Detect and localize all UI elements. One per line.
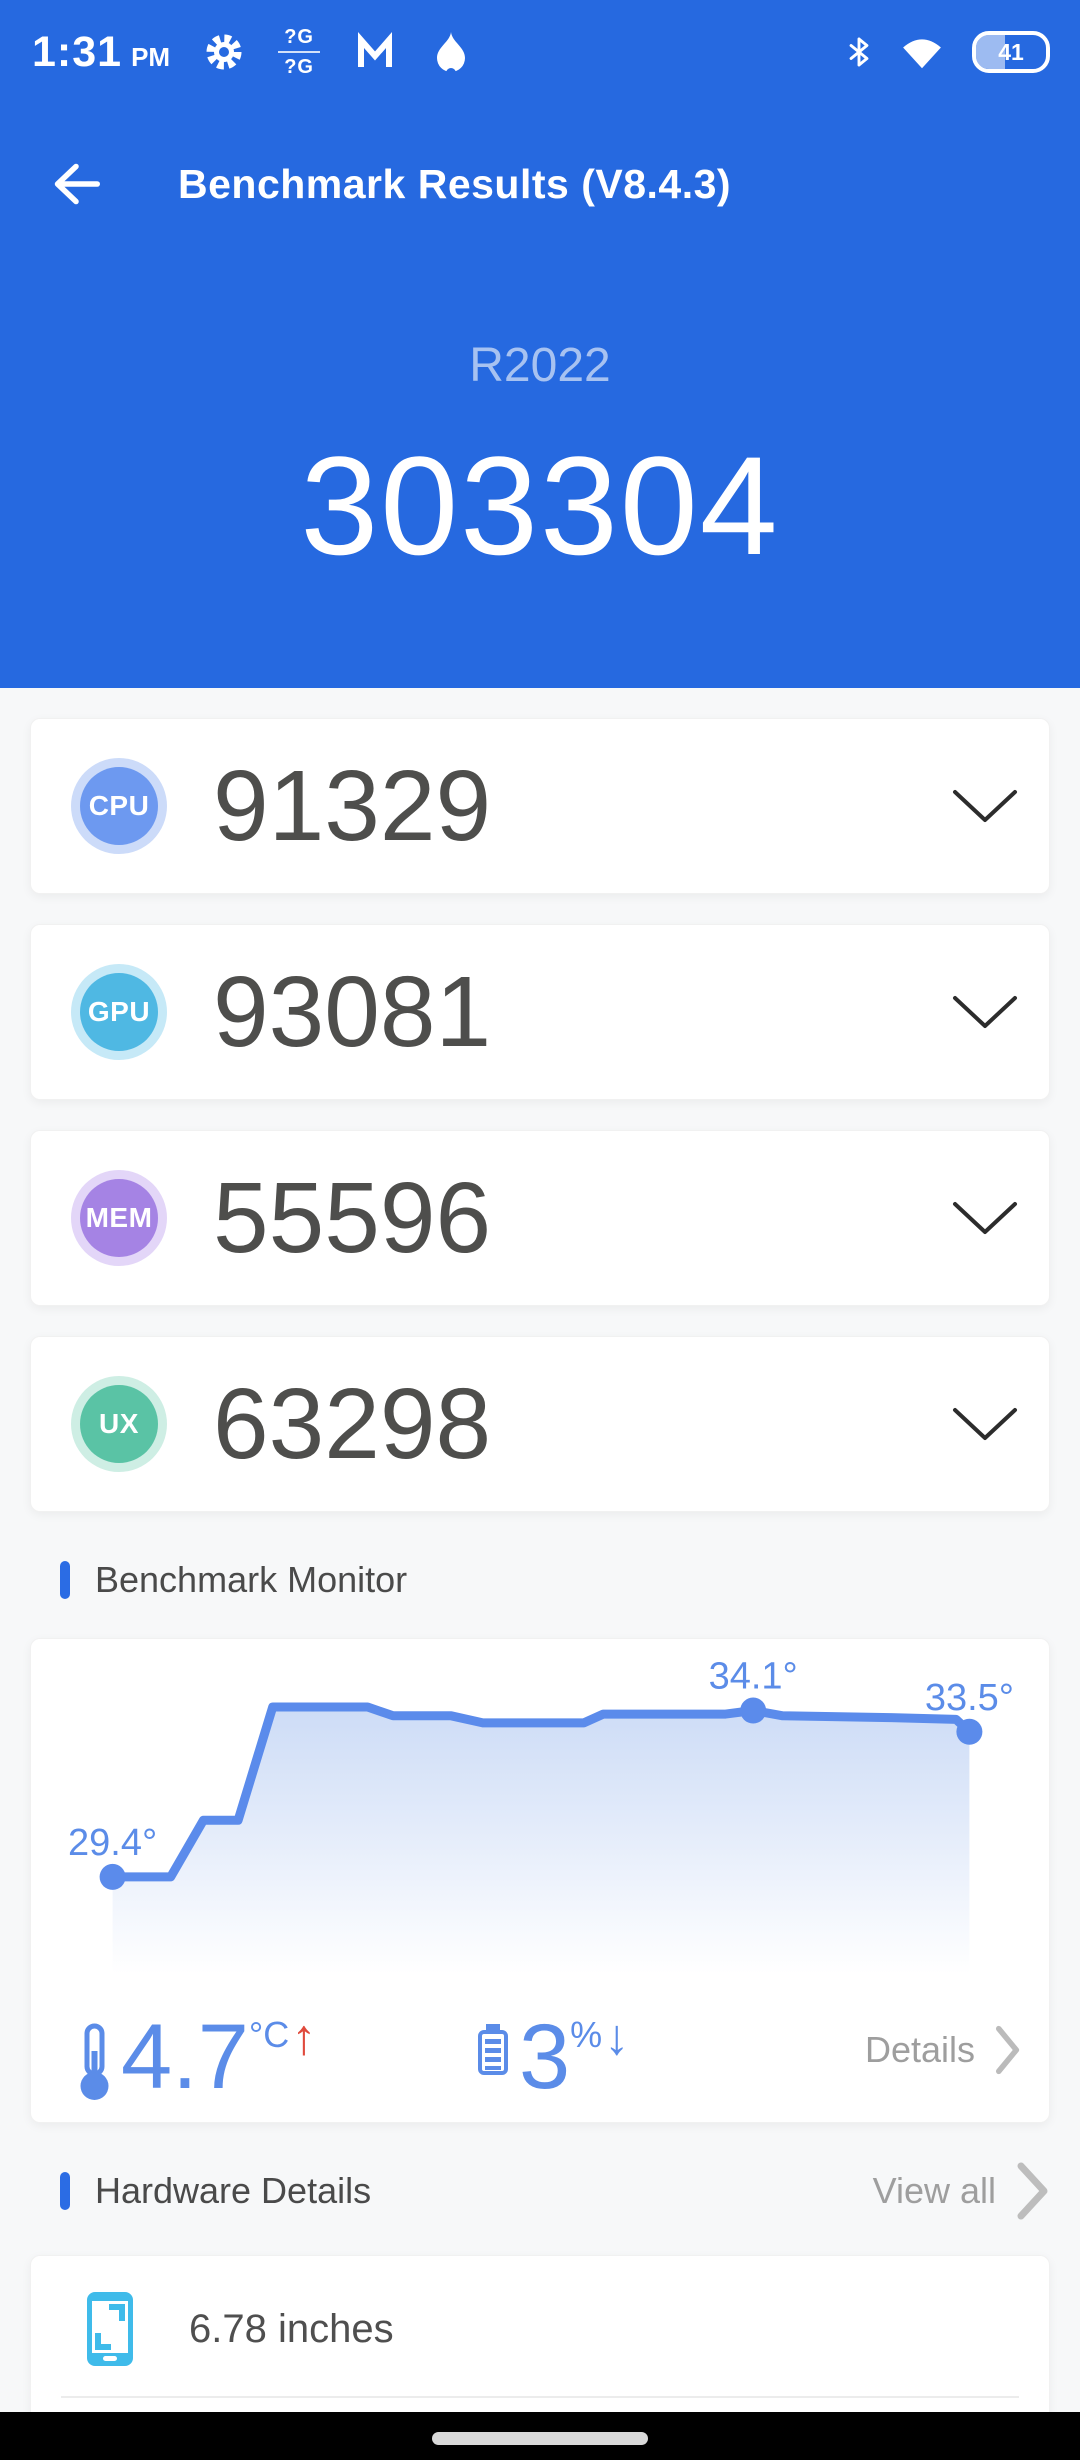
page-title: Benchmark Results (V8.4.3) — [178, 160, 732, 207]
hardware-details-title: Hardware Details — [95, 2170, 372, 2211]
view-all-link[interactable]: View all — [873, 2161, 1050, 2221]
chevron-down-icon[interactable] — [949, 1404, 1021, 1444]
details-link[interactable]: Details — [865, 2025, 1021, 2075]
battery-icon: 41 — [972, 31, 1050, 73]
temperature-trend-icon: ↑ — [291, 2009, 317, 2065]
chevron-right-icon — [1017, 2162, 1048, 2220]
battery-unit: % — [570, 2014, 603, 2055]
details-label: Details — [864, 2029, 975, 2070]
battery-trend-icon: ↓ — [604, 2009, 630, 2065]
total-score: 303304 — [300, 427, 780, 584]
total-score-block: R2022 303304 — [0, 342, 1080, 576]
view-all-label: View all — [872, 2170, 996, 2211]
chevron-down-icon[interactable] — [949, 1198, 1021, 1238]
temperature-unit: °C — [248, 2014, 290, 2055]
cpu-badge: CPU — [80, 767, 158, 845]
svg-text:34.1°: 34.1° — [709, 1656, 798, 1698]
score-card-ux[interactable]: UX 63298 — [30, 1336, 1050, 1512]
hardware-item-screen-size: 6.78 inches — [31, 2256, 1049, 2366]
benchmark-monitor-header: Benchmark Monitor — [60, 1558, 1050, 1602]
battery-fill-level — [976, 35, 1005, 69]
status-meridiem: PM — [131, 41, 171, 72]
app-bar: Benchmark Results (V8.4.3) — [0, 134, 1080, 234]
device-label: R2022 — [469, 339, 611, 392]
wifi-icon — [903, 39, 941, 69]
chevron-down-icon[interactable] — [949, 786, 1021, 826]
thermometer-icon — [80, 2023, 109, 2100]
back-button[interactable] — [52, 161, 100, 207]
status-bar-right: 41 — [846, 31, 1050, 73]
benchmark-monitor-title: Benchmark Monitor — [95, 1559, 408, 1600]
network-type-sim1: ?G — [284, 26, 314, 48]
svg-text:33.5°: 33.5° — [925, 1677, 1014, 1719]
gesture-nav-bar — [0, 2412, 1080, 2460]
chevron-down-icon[interactable] — [949, 992, 1021, 1032]
mem-badge: MEM — [80, 1179, 158, 1257]
cpu-score: 91329 — [213, 750, 492, 862]
temperature-chart: 29.4° 34.1° 33.5° — [68, 1656, 1014, 1977]
score-card-gpu[interactable]: GPU 93081 — [30, 924, 1050, 1100]
gpu-badge: GPU — [80, 973, 158, 1051]
header: 1:31 PM ?G ?G — [0, 0, 1080, 688]
battery-percent-text: 41 — [998, 38, 1024, 65]
section-accent-bar — [60, 2172, 70, 2210]
bluetooth-icon — [849, 37, 869, 67]
benchmark-monitor-card: 29.4° 34.1° 33.5° 4.7 °C ↑ — [30, 1638, 1050, 2123]
svg-text:29.4°: 29.4° — [68, 1822, 157, 1864]
status-bar-left: 1:31 PM ?G ?G — [32, 27, 472, 77]
score-card-cpu[interactable]: CPU 91329 — [30, 718, 1050, 894]
ux-badge: UX — [80, 1385, 158, 1463]
status-time: 1:31 — [32, 27, 123, 76]
section-accent-bar — [60, 1561, 70, 1599]
home-indicator[interactable] — [432, 2432, 648, 2445]
flame-icon — [437, 32, 466, 74]
clock: 1:31 PM — [32, 28, 170, 77]
network-type-sim2: ?G — [284, 56, 314, 78]
monitor-stats-row: 4.7 °C ↑ 3 — [31, 2006, 1049, 2115]
screen-size-value: 6.78 inches — [189, 2306, 394, 2351]
score-card-mem[interactable]: MEM 55596 — [30, 1130, 1050, 1306]
battery-drop-value: 3 — [519, 2006, 571, 2108]
temperature-unit-row: °C ↑ — [248, 2009, 317, 2065]
chevron-right-icon — [995, 2025, 1020, 2075]
ux-score: 63298 — [213, 1368, 492, 1480]
divider — [61, 2396, 1019, 2398]
gmail-icon — [358, 32, 393, 67]
battery-stat-icon — [478, 2024, 508, 2075]
temperature-rise-stat: 4.7 °C ↑ — [75, 2006, 317, 2108]
battery-unit-row: % ↓ — [570, 2009, 630, 2065]
temperature-rise-value: 4.7 — [121, 2006, 249, 2108]
mem-score: 55596 — [213, 1162, 492, 1274]
hardware-details-header: Hardware Details View all — [60, 2162, 1050, 2220]
gear-icon — [206, 34, 242, 70]
status-bar: 1:31 PM ?G ?G — [0, 0, 1080, 80]
network-divider — [278, 51, 321, 53]
network-type-icon: ?G ?G — [278, 26, 321, 78]
phone-screen-size-icon — [87, 2292, 133, 2366]
battery-drop-stat: 3 % ↓ — [475, 2006, 630, 2108]
gpu-score: 93081 — [213, 956, 492, 1068]
content: CPU 91329 GPU 93081 MEM 55596 UX 63298 — [0, 688, 1080, 2460]
